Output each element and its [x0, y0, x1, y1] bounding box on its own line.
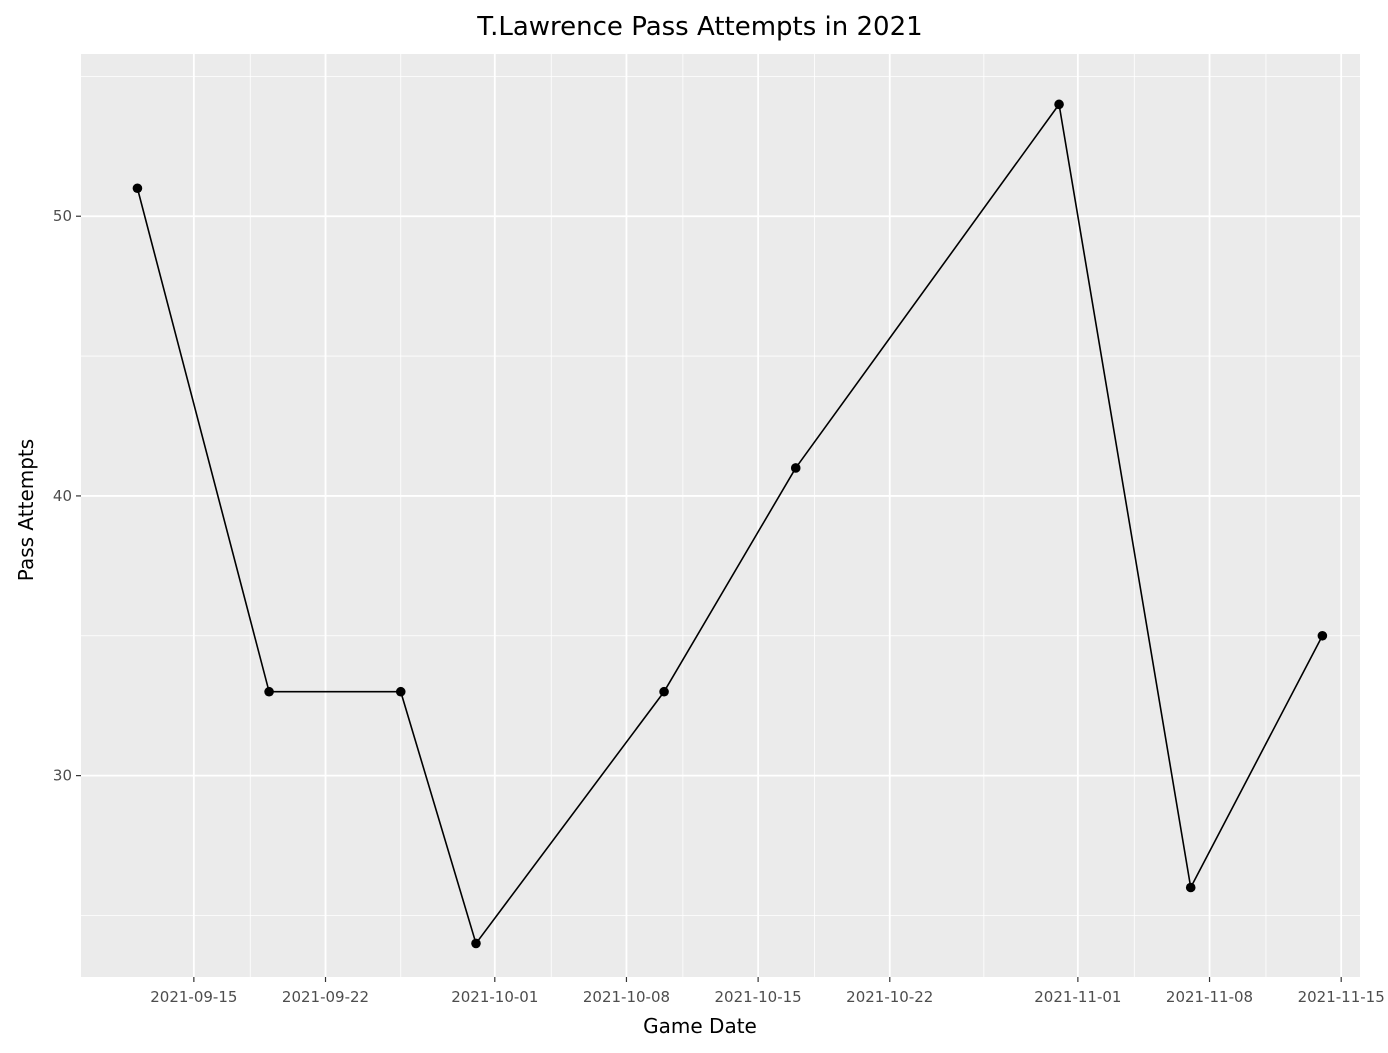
x-axis-title: Game Date	[643, 1014, 757, 1038]
data-point	[1317, 630, 1328, 641]
data-point	[1054, 99, 1064, 110]
y-axis-title: Pass Attempts	[14, 439, 38, 581]
x-tick-label: 2021-10-15	[715, 988, 802, 1006]
major-gridlines	[81, 54, 1360, 977]
y-tick-label: 40	[53, 487, 72, 505]
x-tick-label: 2021-11-01	[1034, 988, 1121, 1006]
data-point	[790, 463, 801, 473]
y-tick-label: 30	[53, 767, 72, 785]
data-point	[471, 938, 481, 949]
y-tick-label: 50	[53, 207, 72, 225]
chart-panel	[81, 54, 1360, 977]
data-point	[1185, 882, 1196, 893]
data-point	[395, 686, 406, 697]
x-tick-label: 2021-10-01	[451, 988, 538, 1006]
x-tick-label: 2021-11-08	[1166, 988, 1253, 1006]
x-tick-label: 2021-10-08	[583, 988, 670, 1006]
x-tick-label: 2021-10-22	[846, 988, 933, 1006]
chart-title: T.Lawrence Pass Attempts in 2021	[476, 12, 922, 42]
x-tick-label: 2021-11-15	[1298, 988, 1385, 1006]
axis-ticks	[76, 215, 1342, 982]
data-point	[264, 686, 274, 697]
tick-labels: 2021-09-15 2021-09-22 2021-10-01 2021-10-08…	[53, 207, 1385, 1006]
series-layer	[132, 99, 1328, 949]
data-point	[659, 686, 669, 697]
x-tick-label: 2021-09-22	[282, 988, 369, 1006]
x-tick-label: 2021-09-15	[150, 988, 237, 1006]
data-point	[132, 183, 143, 194]
